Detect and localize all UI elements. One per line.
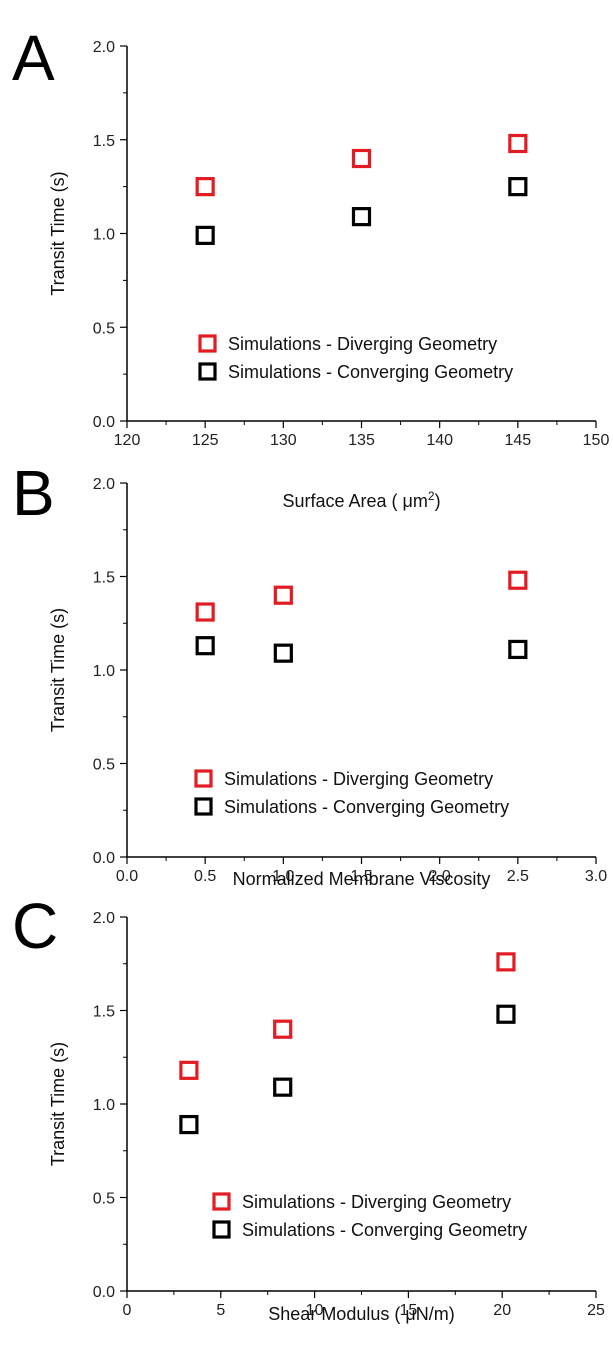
x-tick-label: 145 [504,432,531,449]
x-tick-label: 0.5 [194,868,216,885]
y-tick-label: 0.5 [93,757,115,774]
panel-letter: C [12,890,58,962]
legend-marker [194,769,213,788]
converging-point [179,1114,199,1135]
y-tick-label: 2.0 [93,476,115,493]
panel-a: A 120 125 130 135 140 145 150 0.0 0.5 1.0 1.5 2.0 Tra… [12,22,609,511]
x-tick-label: 130 [270,432,297,449]
legend-label: Simulations - Converging Geometry [224,797,509,817]
legend-marker [198,362,217,381]
x-tick-label: 20 [493,1302,511,1319]
x-tick-label: 2.0 [429,868,451,885]
diverging-point [195,602,215,622]
legend-marker [198,334,217,353]
y-axis-label: Transit Time (s) [48,608,68,732]
y-tick-label: 1.5 [93,133,115,150]
x-tick-label: 125 [192,432,219,449]
y-tick-label: 1.0 [93,1097,115,1114]
legend-marker [212,1220,231,1239]
diverging-point [351,148,372,169]
x-tick-label: 140 [426,432,453,449]
y-tick-label: 0.0 [93,850,115,867]
panel-b: B 0.0 0.5 1.0 1.5 2.0 2.5 3.0 0.0 0.5 1.0 1.5 2.0 Tra… [12,457,607,889]
x-tick-label: 3.0 [585,868,607,885]
diverging-point [195,177,215,197]
diverging-point [496,952,516,972]
diverging-point [179,1060,199,1080]
x-tick-label: 135 [348,432,375,449]
panel-letter: B [12,457,55,529]
converging-point [273,1077,293,1097]
y-tick-label: 1.5 [93,1004,115,1021]
converging-point [195,636,215,656]
x-tick-label: 1.5 [350,868,372,885]
x-tick-label: 15 [400,1302,418,1319]
y-tick-label: 0.0 [93,414,115,431]
converging-point [273,643,293,663]
x-tick-label: 0.0 [116,868,138,885]
legend-label: Simulations - Converging Geometry [242,1220,527,1240]
converging-point [508,639,528,660]
x-axis-label: Shear Modulus ( μN/m) [268,1304,454,1324]
y-axis-label: Transit Time (s) [48,171,68,295]
x-tick-label: 10 [306,1302,324,1319]
y-axis-label: Transit Time (s) [48,1042,68,1166]
y-tick-label: 1.5 [93,570,115,587]
legend-label: Simulations - Converging Geometry [228,362,513,382]
y-tick-label: 0.0 [93,1284,115,1301]
x-tick-label: 25 [587,1302,605,1319]
converging-point [351,207,372,227]
y-tick-label: 1.0 [93,663,115,680]
x-axis-label: Normalized Membrane Viscosity [233,869,491,889]
x-tick-label: 150 [583,432,610,449]
converging-point [508,177,528,197]
legend-marker [194,797,213,816]
x-tick-label: 1.0 [272,868,294,885]
legend-label: Simulations - Diverging Geometry [228,334,497,354]
y-tick-label: 2.0 [93,39,115,56]
diverging-point [273,585,293,605]
converging-point [496,1004,516,1024]
diverging-point [273,1019,293,1039]
converging-point [195,225,215,245]
x-tick-label: 0 [123,1302,132,1319]
legend-label: Simulations - Diverging Geometry [224,769,493,789]
diverging-point [508,570,528,590]
panel-letter: A [12,22,55,94]
legend-label: Simulations - Diverging Geometry [242,1192,511,1212]
x-tick-label: 120 [114,432,141,449]
y-tick-label: 1.0 [93,227,115,244]
x-axis-label: Surface Area ( μm2) [282,489,440,511]
diverging-point [508,133,528,154]
legend-marker [212,1192,231,1211]
panel-c: C 0 5 10 15 20 25 0.0 0.5 1.0 1.5 2.0 Transit Time (… [12,890,605,1324]
x-tick-label: 5 [216,1302,225,1319]
y-tick-label: 0.5 [93,1191,115,1208]
y-tick-label: 2.0 [93,910,115,927]
x-tick-label: 2.5 [507,868,529,885]
y-tick-label: 0.5 [93,320,115,337]
